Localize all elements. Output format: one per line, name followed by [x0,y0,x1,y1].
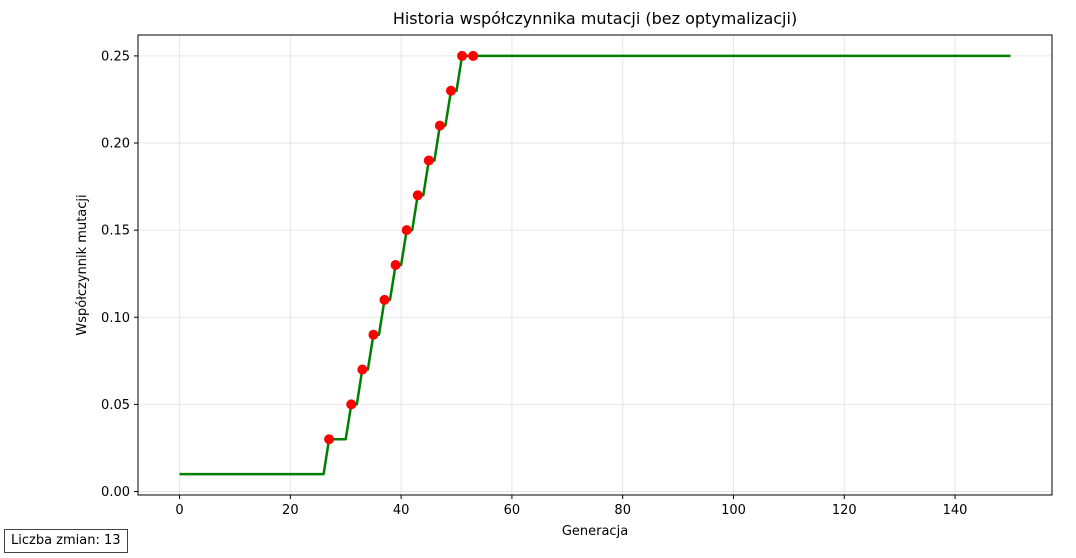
change-point [412,190,423,201]
y-tick-label: 0.20 [101,137,130,152]
x-tick-label: 100 [721,503,746,518]
y-tick-label: 0.15 [101,224,130,239]
x-axis-title: Generacja [562,524,628,539]
changes-count-text: Liczba zmian: 13 [11,533,121,548]
x-tick-label: 0 [175,503,183,518]
x-tick-label: 120 [832,503,857,518]
x-tick-label: 60 [504,503,521,518]
chart-title: Historia współczynnika mutacji (bez opty… [393,9,797,28]
x-tick-label: 80 [614,503,631,518]
change-point [357,364,368,375]
mutation-rate-line [179,54,1011,476]
plot-series [179,50,1011,476]
change-point [434,120,445,131]
y-tick-label: 0.25 [101,49,130,64]
plot-frame [137,34,1053,496]
x-tick-label: 20 [282,503,299,518]
change-point [445,85,456,96]
y-tick-label: 0.10 [101,311,130,326]
x-tick-label: 40 [393,503,410,518]
y-tick-label: 0.00 [101,485,130,500]
change-point [468,50,479,61]
change-point [379,294,390,305]
change-point [346,399,357,410]
changes-count-box: Liczba zmian: 13 [4,529,128,553]
y-tick-label: 0.05 [101,398,130,413]
change-point [390,260,401,270]
change-point [457,50,468,61]
change-point [324,434,335,445]
change-point [368,329,379,340]
change-point [423,155,434,166]
grid [138,35,1052,495]
x-tick-label: 140 [943,503,968,518]
y-axis-title: Współczynnik mutacji [75,194,90,335]
axis-ticks: 0 20 40 60 80 100 120 140 0.00 0.05 0.10 0.15 0.20 0.… [101,49,967,518]
change-point [401,225,412,236]
